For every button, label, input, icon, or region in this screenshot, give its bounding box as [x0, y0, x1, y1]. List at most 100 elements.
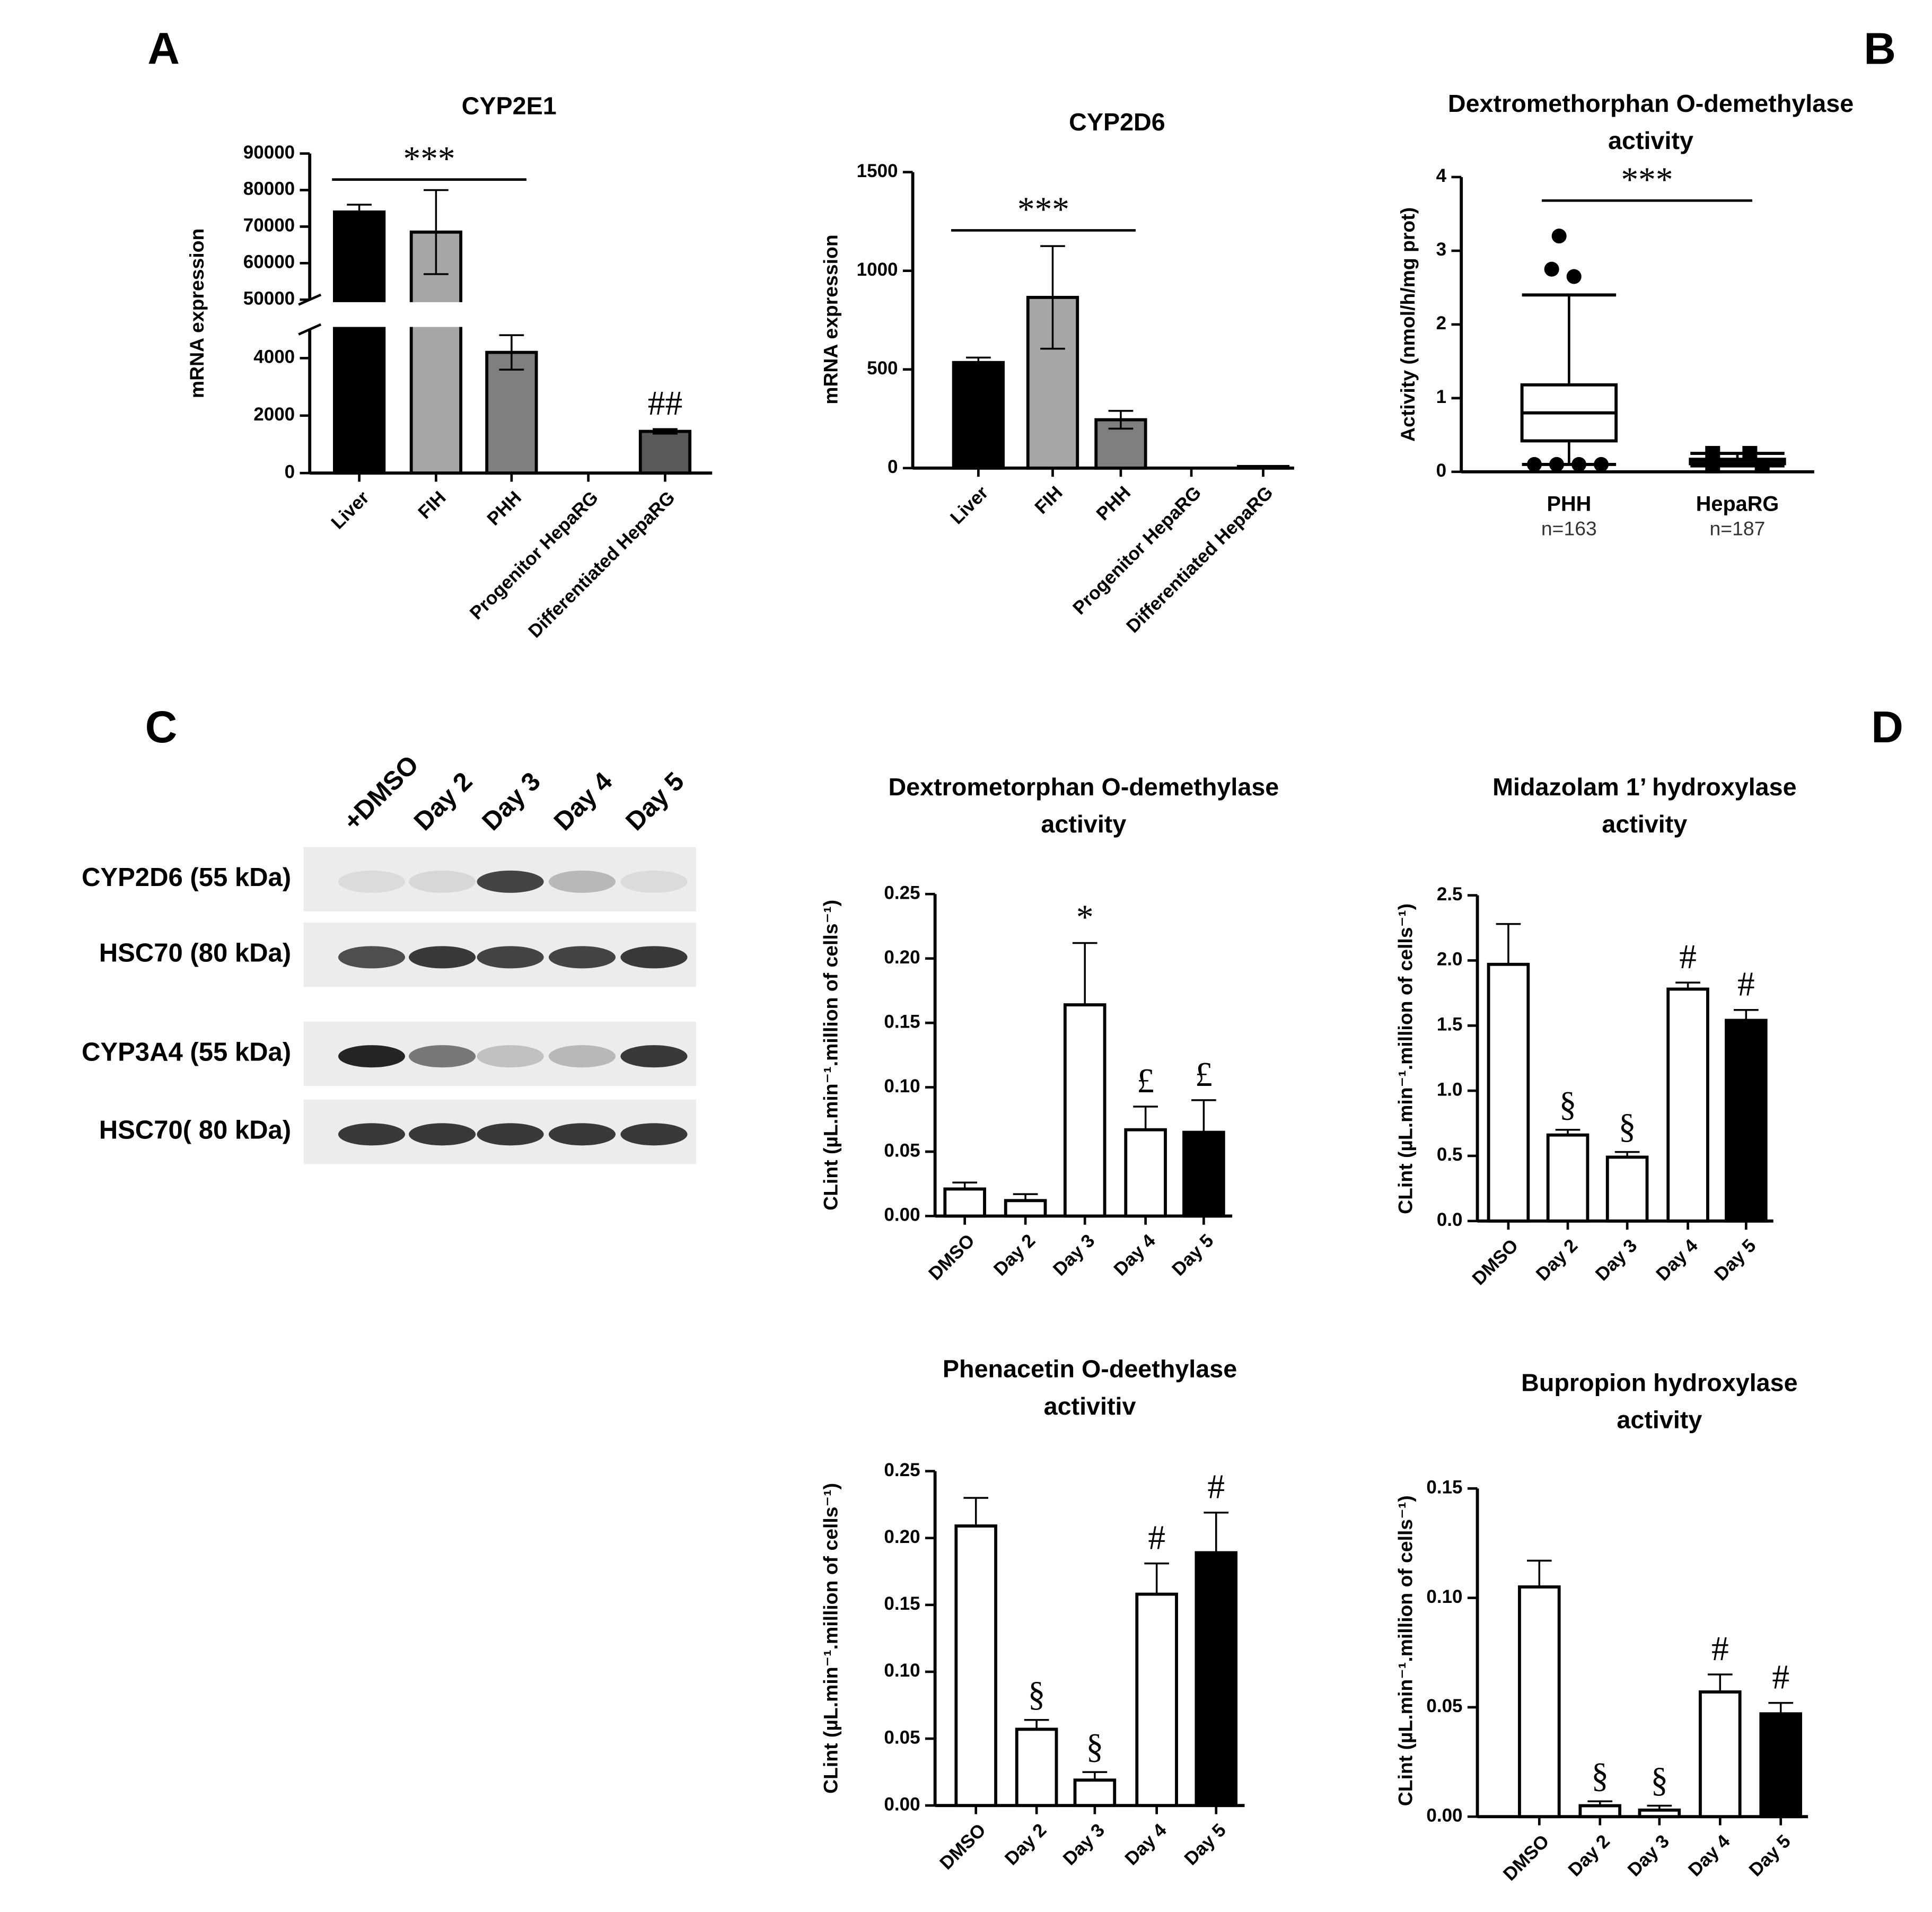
y-axis-label: CLint (µL.min⁻¹.million of cells⁻¹) [1394, 904, 1416, 1214]
blot-row-label: HSC70( 80 kDa) [99, 1116, 291, 1145]
bar [954, 1524, 997, 1808]
y-tick-label: 0.5 [1437, 1144, 1463, 1165]
x-tick-label: PHH [483, 487, 525, 530]
x-tick-label: Day 3 [1059, 1820, 1109, 1870]
annotation: ## [648, 384, 682, 423]
x-tick-label: Liver [946, 482, 993, 528]
annotation: # [1711, 1630, 1729, 1668]
y-axis-label: mRNA expression [820, 234, 842, 404]
y-tick-label: 90000 [243, 142, 295, 163]
y-tick-label: 3 [1436, 239, 1446, 260]
y-tick-label: 1.5 [1437, 1014, 1463, 1035]
blot-row-label: HSC70 (80 kDa) [99, 939, 291, 968]
bar [1699, 1690, 1742, 1819]
blot-lane-label: +DMSO [338, 750, 424, 836]
annotation: # [1148, 1519, 1165, 1557]
x-tick-label: DMSO [1468, 1235, 1522, 1289]
x-tick-label: DMSO [925, 1230, 979, 1284]
y-tick-label: 2 [1436, 313, 1446, 334]
y-tick-label: 70000 [243, 215, 295, 236]
blot-band [548, 946, 616, 969]
bar [485, 350, 538, 475]
blot-band [477, 946, 544, 969]
blot-band [477, 1123, 544, 1146]
y-tick-label: 0.00 [884, 1205, 920, 1225]
x-tick-label: Day 3 [1049, 1230, 1099, 1280]
blot-band [620, 1045, 688, 1068]
blot-band [620, 1123, 688, 1146]
bar [1135, 1592, 1178, 1808]
blot-band [548, 1045, 616, 1068]
blot-band [620, 946, 688, 969]
bar [1725, 1019, 1768, 1223]
y-tick-label: 500 [867, 358, 898, 379]
outlier [1526, 457, 1542, 472]
x-tick-label: Day 5 [1745, 1831, 1795, 1881]
bar [1015, 1727, 1058, 1808]
bar [1759, 1712, 1803, 1819]
blot-lane-label: Day 4 [549, 767, 618, 836]
blot-band [477, 870, 544, 893]
blot-band [409, 946, 476, 969]
y-tick-label: 0.10 [884, 1660, 920, 1681]
y-tick-label: 0.15 [1426, 1477, 1462, 1498]
x-tick-label: DMSO [936, 1820, 990, 1874]
bar [1073, 1778, 1117, 1808]
annotation: £ [1195, 1056, 1213, 1094]
blot-band [548, 1123, 616, 1146]
sample-size: n=187 [1710, 517, 1766, 539]
y-tick-label: 0.0 [1437, 1209, 1463, 1230]
annotation: § [1559, 1085, 1577, 1124]
outlier [1566, 269, 1582, 284]
annotation: # [1679, 938, 1697, 976]
x-tick-label: Differentiated HepaRG [1122, 482, 1277, 637]
blot-band [338, 1123, 406, 1146]
y-tick-label: 0.00 [884, 1794, 920, 1814]
y-tick-label: 0.20 [884, 1527, 920, 1547]
y-tick-label: 0.25 [884, 882, 920, 903]
bar [1487, 962, 1530, 1223]
y-tick-label: 0.05 [884, 1727, 920, 1748]
blot-band [477, 1045, 544, 1068]
outlier [1549, 457, 1565, 472]
x-tick-label: Differentiated HepaRG [524, 487, 679, 642]
annotation: # [1207, 1468, 1225, 1506]
bar [1063, 1003, 1106, 1218]
chart-title: activity [1602, 810, 1687, 838]
y-tick-label: 1.0 [1437, 1079, 1463, 1100]
y-tick-label: 0.00 [1426, 1805, 1462, 1826]
annotation: *** [1017, 191, 1069, 229]
sample-size: n=163 [1541, 517, 1597, 539]
y-tick-label: 0.20 [884, 947, 920, 968]
chart-title: Dextromethorphan O-demethylase [1448, 90, 1854, 117]
blot-band [338, 946, 406, 969]
chart-title: activity [1608, 127, 1693, 154]
y-tick-label: 0.05 [884, 1140, 920, 1161]
x-tick-label: Day 4 [1684, 1830, 1734, 1880]
x-tick-label: Progenitor HepaRG [1069, 482, 1205, 618]
x-tick-label: Day 4 [1652, 1235, 1702, 1285]
x-tick-label: Day 4 [1121, 1819, 1171, 1869]
annotation: # [1772, 1659, 1789, 1697]
x-tick-label: Day 2 [1532, 1235, 1582, 1285]
x-tick-label: Day 5 [1168, 1230, 1218, 1280]
chart-title: Phenacetin O-deethylase [943, 1355, 1237, 1383]
y-axis-label: Activity (nmol/h/mg prot) [1397, 207, 1419, 442]
blot-band [338, 1045, 406, 1068]
x-tick-label: Day 2 [990, 1230, 1040, 1280]
annotation: £ [1137, 1062, 1154, 1100]
axis-break [312, 302, 715, 327]
y-tick-label: 2.0 [1437, 949, 1463, 970]
panel-label: D [1871, 702, 1903, 752]
x-tick-label: FIH [414, 487, 450, 523]
x-tick-label: HepaRG [1696, 492, 1779, 515]
blot-lane-label: Day 2 [409, 767, 478, 836]
blot-band [620, 870, 688, 893]
y-tick-label: 4000 [253, 347, 295, 367]
outlier [1594, 457, 1609, 472]
bar [1518, 1585, 1561, 1819]
bar [1124, 1128, 1167, 1218]
x-tick-label: Progenitor HepaRG [466, 487, 602, 624]
outlier [1705, 458, 1720, 473]
